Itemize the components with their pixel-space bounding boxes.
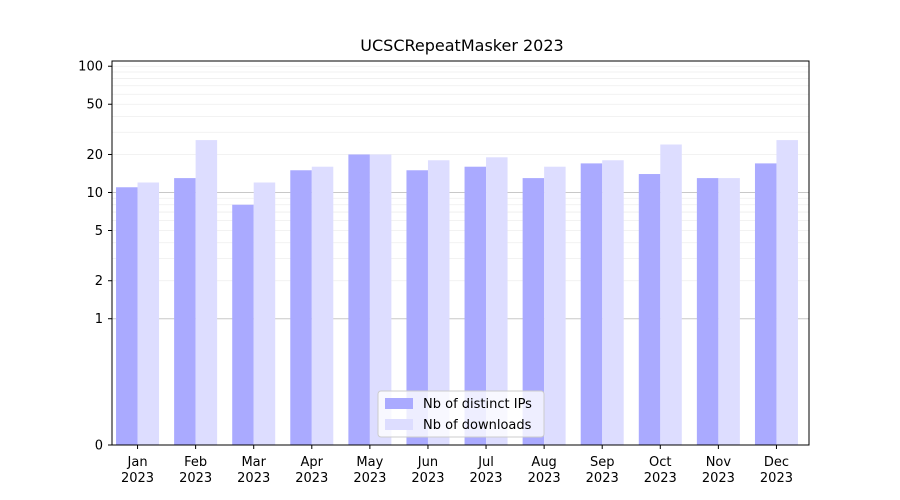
x-tick-label: 2023 [295,471,328,486]
bar-downloads [602,160,624,446]
x-tick-label: Aug [531,455,556,470]
x-tick-label: 2023 [586,471,619,486]
y-tick-label: 0 [95,439,103,454]
bar-downloads [195,140,218,445]
x-tick-label: 2023 [237,471,270,486]
bar-ips [696,178,719,446]
x-tick-label: 2023 [528,471,561,486]
bar-ips [522,178,545,446]
legend-swatch [385,419,413,430]
x-tick-label: 2023 [411,471,444,486]
x-tick-label: Jan [127,455,148,470]
x-tick-label: 2023 [121,471,154,486]
y-tick-label: 5 [95,224,103,239]
bar-downloads [544,166,566,445]
bar-downloads [369,154,392,445]
y-tick-label: 2 [95,274,103,289]
y-tick-label: 1 [95,312,103,327]
legend-label: Nb of downloads [423,418,532,433]
bar-ips [754,163,777,445]
legend-box [377,390,545,438]
bar-downloads [311,166,334,445]
bar-downloads [660,144,682,445]
bar-downloads [253,182,276,445]
legend: Nb of distinct IPs Nb of downloads [377,390,545,438]
x-tick-label: Feb [184,455,207,470]
x-tick-label: 2023 [760,471,793,486]
x-axis: Jan2023Feb2023Mar2023Apr2023May2023Jun20… [121,445,793,486]
y-axis: 0 1 2 5 10 20 50 100 [78,60,112,454]
y-tick-label: 100 [78,60,103,75]
x-tick-label: Dec [764,455,789,470]
bar-ips [348,154,370,445]
x-tick-label: Jun [417,455,438,470]
x-tick-label: 2023 [179,471,212,486]
bar-ips [464,166,487,445]
legend-swatch [385,398,413,409]
bars-layer [116,140,798,446]
bar-ips [580,163,603,445]
bar-downloads [137,182,160,445]
x-tick-label: Apr [301,455,324,470]
x-tick-label: 2023 [644,471,677,486]
bar-ips [290,170,312,445]
bar-downloads [427,160,450,446]
bar-ips [638,174,661,445]
bar-ips [116,187,138,446]
x-tick-label: Jul [477,455,494,470]
legend-label: Nb of distinct IPs [423,397,532,412]
x-tick-label: Sep [590,455,615,470]
plot-frame [111,60,810,446]
y-tick-label: 50 [86,98,103,113]
x-tick-label: 2023 [353,471,386,486]
chart-title: UCSCRepeatMasker 2023 [360,36,563,55]
bar-downloads [486,157,508,445]
y-tick-label: 20 [86,148,103,163]
bar-downloads [718,178,740,446]
x-tick-label: 2023 [469,471,502,486]
x-tick-label: Oct [649,455,671,470]
x-tick-label: May [356,455,383,470]
bar-ips [232,204,254,445]
y-tick-label: 10 [86,186,103,201]
x-tick-label: 2023 [702,471,735,486]
bar-ips [406,170,428,445]
bar-ips [174,178,196,446]
grid-layer [112,65,809,320]
x-tick-label: Mar [241,455,266,470]
x-tick-label: Nov [706,455,732,470]
bar-downloads [776,140,798,445]
